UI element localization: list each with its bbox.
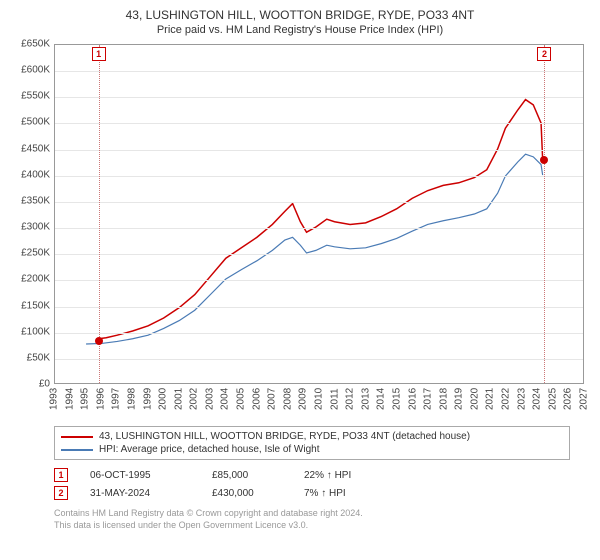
- y-tick-label: £500K: [8, 117, 50, 128]
- x-tick-label: 2026: [563, 388, 574, 420]
- y-tick-label: £150K: [8, 300, 50, 311]
- x-tick-label: 2023: [516, 388, 527, 420]
- marker-badge: 2: [537, 47, 551, 61]
- x-tick-label: 2008: [282, 388, 293, 420]
- x-tick-label: 2014: [376, 388, 387, 420]
- y-tick-label: £600K: [8, 65, 50, 76]
- y-tick-label: £550K: [8, 91, 50, 102]
- x-tick-label: 2009: [298, 388, 309, 420]
- gridline: [55, 254, 583, 255]
- legend-item: 43, LUSHINGTON HILL, WOOTTON BRIDGE, RYD…: [61, 430, 563, 443]
- x-tick-label: 2010: [314, 388, 325, 420]
- marker-table-badge: 2: [54, 486, 68, 500]
- y-tick-label: £450K: [8, 143, 50, 154]
- gridline: [55, 71, 583, 72]
- x-tick-label: 2012: [345, 388, 356, 420]
- x-tick-label: 2013: [360, 388, 371, 420]
- x-tick-label: 1993: [49, 388, 60, 420]
- x-tick-label: 2011: [329, 388, 340, 420]
- gridline: [55, 359, 583, 360]
- y-tick-label: £250K: [8, 248, 50, 259]
- marker-vline: [99, 45, 100, 383]
- x-tick-label: 2007: [267, 388, 278, 420]
- series-line: [86, 154, 543, 344]
- x-tick-label: 2015: [391, 388, 402, 420]
- x-tick-label: 2025: [547, 388, 558, 420]
- gridline: [55, 280, 583, 281]
- y-tick-label: £50K: [8, 352, 50, 363]
- x-tick-label: 2024: [532, 388, 543, 420]
- legend-swatch: [61, 449, 93, 451]
- chart: 12 £0£50K£100K£150K£200K£250K£300K£350K£…: [8, 40, 592, 420]
- x-tick-label: 2005: [236, 388, 247, 420]
- series-line: [98, 100, 542, 339]
- x-tick-label: 2017: [423, 388, 434, 420]
- x-tick-label: 2006: [251, 388, 262, 420]
- gridline: [55, 202, 583, 203]
- x-tick-label: 1999: [142, 388, 153, 420]
- x-tick-label: 2018: [438, 388, 449, 420]
- x-tick-label: 2002: [189, 388, 200, 420]
- legend-item: HPI: Average price, detached house, Isle…: [61, 443, 563, 456]
- gridline: [55, 176, 583, 177]
- x-tick-label: 2003: [204, 388, 215, 420]
- y-tick-label: £350K: [8, 195, 50, 206]
- legend-label: 43, LUSHINGTON HILL, WOOTTON BRIDGE, RYD…: [99, 431, 470, 442]
- title-sub: Price paid vs. HM Land Registry's House …: [8, 24, 592, 36]
- x-tick-label: 2027: [579, 388, 590, 420]
- marker-table-pct: 7% ↑ HPI: [304, 488, 404, 499]
- x-tick-label: 2001: [173, 388, 184, 420]
- x-tick-label: 1997: [111, 388, 122, 420]
- footer-line2: This data is licensed under the Open Gov…: [54, 520, 570, 532]
- x-tick-label: 2020: [469, 388, 480, 420]
- legend: 43, LUSHINGTON HILL, WOOTTON BRIDGE, RYD…: [54, 426, 570, 460]
- marker-table-price: £85,000: [212, 470, 282, 481]
- y-tick-label: £200K: [8, 274, 50, 285]
- marker-table-row: 1 06-OCT-1995 £85,000 22% ↑ HPI: [54, 466, 570, 484]
- x-tick-label: 2022: [501, 388, 512, 420]
- y-tick-label: £300K: [8, 222, 50, 233]
- x-tick-label: 2019: [454, 388, 465, 420]
- y-tick-label: £100K: [8, 326, 50, 337]
- footer: Contains HM Land Registry data © Crown c…: [54, 508, 570, 531]
- gridline: [55, 97, 583, 98]
- gridline: [55, 150, 583, 151]
- x-tick-label: 2016: [407, 388, 418, 420]
- marker-vline: [544, 45, 545, 383]
- marker-badge: 1: [92, 47, 106, 61]
- legend-swatch: [61, 436, 93, 438]
- legend-label: HPI: Average price, detached house, Isle…: [99, 444, 320, 455]
- title-main: 43, LUSHINGTON HILL, WOOTTON BRIDGE, RYD…: [8, 8, 592, 22]
- marker-table-date: 31-MAY-2024: [90, 488, 190, 499]
- footer-line1: Contains HM Land Registry data © Crown c…: [54, 508, 570, 520]
- y-tick-label: £0: [8, 379, 50, 390]
- x-tick-label: 1995: [80, 388, 91, 420]
- marker-table-row: 2 31-MAY-2024 £430,000 7% ↑ HPI: [54, 484, 570, 502]
- x-tick-label: 1998: [126, 388, 137, 420]
- y-tick-label: £650K: [8, 39, 50, 50]
- marker-dot: [95, 337, 103, 345]
- marker-table-badge: 1: [54, 468, 68, 482]
- marker-dot: [540, 156, 548, 164]
- marker-table-pct: 22% ↑ HPI: [304, 470, 404, 481]
- plot-area: 12: [54, 44, 584, 384]
- x-tick-label: 1996: [95, 388, 106, 420]
- gridline: [55, 228, 583, 229]
- x-tick-label: 2004: [220, 388, 231, 420]
- x-tick-label: 2021: [485, 388, 496, 420]
- x-tick-label: 1994: [64, 388, 75, 420]
- gridline: [55, 123, 583, 124]
- y-tick-label: £400K: [8, 169, 50, 180]
- titles: 43, LUSHINGTON HILL, WOOTTON BRIDGE, RYD…: [8, 8, 592, 36]
- marker-table: 1 06-OCT-1995 £85,000 22% ↑ HPI 2 31-MAY-2024…: [54, 466, 570, 502]
- marker-table-date: 06-OCT-1995: [90, 470, 190, 481]
- x-tick-label: 2000: [158, 388, 169, 420]
- gridline: [55, 333, 583, 334]
- marker-table-price: £430,000: [212, 488, 282, 499]
- chart-container: 43, LUSHINGTON HILL, WOOTTON BRIDGE, RYD…: [0, 0, 600, 560]
- gridline: [55, 307, 583, 308]
